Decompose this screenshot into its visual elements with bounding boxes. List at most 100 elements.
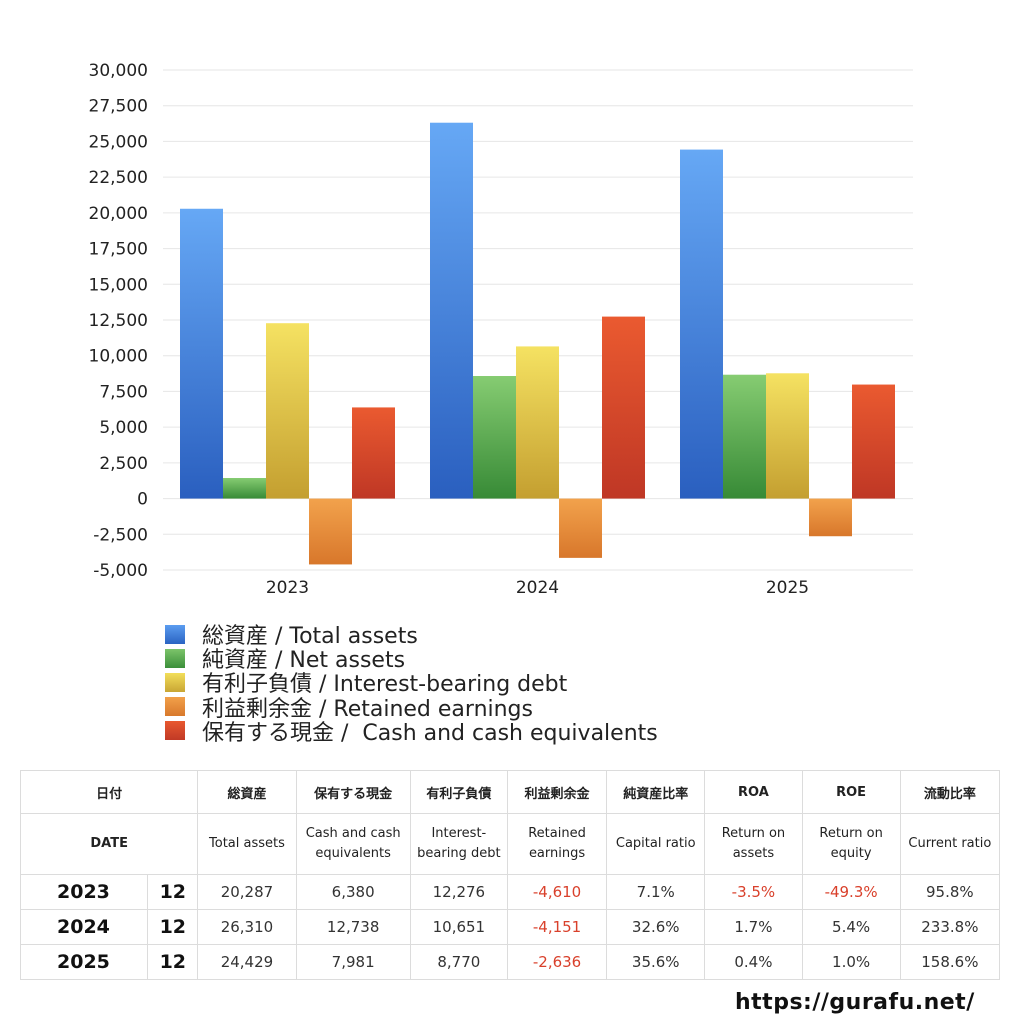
x-tick-label: 2023 bbox=[266, 578, 309, 598]
legend: 総資産 / Total assets 純資産 / Net assets 有利子負… bbox=[165, 622, 658, 746]
row-month: 12 bbox=[147, 874, 199, 910]
table-row: 2024 12 26,310 12,738 10,651 -4,151 32.6… bbox=[19, 909, 1001, 945]
header-roa-jp: ROA bbox=[704, 770, 803, 814]
header-debt-jp: 有利子負債 bbox=[409, 770, 508, 814]
x-axis: 2023 2024 2025 bbox=[266, 578, 809, 598]
legend-label: 純資産 / Net assets bbox=[202, 648, 406, 674]
cell-debt: 8,770 bbox=[409, 944, 508, 980]
y-tick-label: 30,000 bbox=[89, 61, 148, 81]
cell-cash: 6,380 bbox=[295, 874, 411, 910]
y-tick-label: -5,000 bbox=[93, 561, 148, 581]
cell-total-assets: 20,287 bbox=[197, 874, 297, 910]
header-capital-ratio-jp: 純資産比率 bbox=[606, 770, 706, 814]
cell-debt: 10,651 bbox=[409, 909, 508, 945]
y-tick-label: 17,500 bbox=[89, 240, 148, 260]
cell-cash: 7,981 bbox=[295, 944, 411, 980]
y-tick-label: 15,000 bbox=[89, 275, 148, 295]
legend-swatch bbox=[165, 697, 185, 717]
cell-roe: 1.0% bbox=[801, 944, 901, 980]
y-axis: 30,000 27,500 25,000 22,500 20,000 17,500 15,0… bbox=[89, 61, 148, 581]
cell-roa: -3.5% bbox=[704, 874, 803, 910]
header-date-jp: 日付 bbox=[19, 770, 199, 814]
y-tick-label: 25,000 bbox=[89, 132, 148, 152]
table-header-en: DATE Total assets Cash and cash equivale… bbox=[19, 813, 1001, 875]
bar bbox=[516, 346, 559, 499]
bar bbox=[352, 407, 395, 499]
header-date-en: DATE bbox=[19, 813, 199, 875]
legend-label: 保有する現金 / Cash and cash equivalents bbox=[202, 720, 658, 746]
bar bbox=[266, 323, 309, 499]
bar bbox=[766, 373, 809, 499]
bar-chart: 30,000 27,500 25,000 22,500 20,000 17,500 15,0… bbox=[89, 61, 913, 598]
y-tick-label: -2,500 bbox=[93, 525, 148, 545]
header-cash-jp: 保有する現金 bbox=[295, 770, 411, 814]
bar bbox=[309, 498, 352, 565]
legend-item-net-assets: 純資産 / Net assets bbox=[165, 646, 658, 673]
header-current-ratio-jp: 流動比率 bbox=[899, 770, 1001, 814]
bar bbox=[430, 122, 473, 499]
legend-swatch bbox=[165, 648, 185, 668]
y-tick-label: 27,500 bbox=[89, 97, 148, 117]
header-roa-en: Return on assets bbox=[704, 813, 803, 875]
x-tick-label: 2024 bbox=[516, 578, 559, 598]
cell-capital-ratio: 32.6% bbox=[606, 909, 706, 945]
row-year: 2024 bbox=[19, 909, 149, 945]
legend-item-retained-earnings: 利益剰余金 / Retained earnings bbox=[165, 695, 658, 722]
y-tick-label: 2,500 bbox=[99, 454, 148, 474]
header-debt-en: Interest-bearing debt bbox=[409, 813, 508, 875]
cell-roa: 1.7% bbox=[704, 909, 803, 945]
legend-item-interest-bearing-debt: 有利子負債 / Interest-bearing debt bbox=[165, 670, 658, 697]
cell-current-ratio: 233.8% bbox=[899, 909, 1001, 945]
y-tick-label: 0 bbox=[137, 490, 148, 510]
cell-roa: 0.4% bbox=[704, 944, 803, 980]
table-row: 2025 12 24,429 7,981 8,770 -2,636 35.6% … bbox=[19, 944, 1001, 980]
legend-item-cash: 保有する現金 / Cash and cash equivalents bbox=[165, 719, 658, 746]
y-tick-label: 22,500 bbox=[89, 168, 148, 188]
cell-retained: -4,151 bbox=[506, 909, 608, 945]
row-month: 12 bbox=[147, 909, 199, 945]
header-retained-en: Retained earnings bbox=[506, 813, 608, 875]
bars bbox=[180, 122, 895, 565]
bar bbox=[680, 149, 723, 499]
y-tick-label: 5,000 bbox=[99, 418, 148, 438]
y-tick-label: 10,000 bbox=[89, 347, 148, 367]
legend-swatch bbox=[165, 672, 185, 692]
financial-table: 日付 総資産 保有する現金 有利子負債 利益剰余金 純資産比率 ROA ROE … bbox=[19, 770, 1001, 980]
bar bbox=[473, 376, 516, 499]
cell-total-assets: 26,310 bbox=[197, 909, 297, 945]
table-row: 2023 12 20,287 6,380 12,276 -4,610 7.1% … bbox=[19, 874, 1001, 910]
cell-debt: 12,276 bbox=[409, 874, 508, 910]
header-total-assets-en: Total assets bbox=[197, 813, 297, 875]
header-current-ratio-en: Current ratio bbox=[899, 813, 1001, 875]
cell-roe: 5.4% bbox=[801, 909, 901, 945]
cell-capital-ratio: 35.6% bbox=[606, 944, 706, 980]
cell-current-ratio: 158.6% bbox=[899, 944, 1001, 980]
bar bbox=[723, 374, 766, 499]
header-retained-jp: 利益剰余金 bbox=[506, 770, 608, 814]
bar bbox=[852, 384, 895, 499]
row-year: 2025 bbox=[19, 944, 149, 980]
bar bbox=[602, 316, 645, 499]
bar bbox=[809, 498, 852, 537]
cell-retained: -4,610 bbox=[506, 874, 608, 910]
header-roe-en: Return on equity bbox=[801, 813, 901, 875]
y-tick-label: 7,500 bbox=[99, 382, 148, 402]
x-tick-label: 2025 bbox=[766, 578, 809, 598]
cell-total-assets: 24,429 bbox=[197, 944, 297, 980]
header-capital-ratio-en: Capital ratio bbox=[606, 813, 706, 875]
legend-label: 総資産 / Total assets bbox=[202, 624, 418, 650]
header-cash-en: Cash and cash equivalents bbox=[295, 813, 411, 875]
bar bbox=[223, 478, 266, 499]
legend-item-total-assets: 総資産 / Total assets bbox=[165, 622, 658, 649]
cell-cash: 12,738 bbox=[295, 909, 411, 945]
header-total-assets-jp: 総資産 bbox=[197, 770, 297, 814]
legend-swatch bbox=[165, 624, 185, 644]
cell-current-ratio: 95.8% bbox=[899, 874, 1001, 910]
y-tick-label: 12,500 bbox=[89, 311, 148, 331]
cell-retained: -2,636 bbox=[506, 944, 608, 980]
header-roe-jp: ROE bbox=[801, 770, 901, 814]
legend-label: 有利子負債 / Interest-bearing debt bbox=[202, 672, 568, 698]
source-url: https://gurafu.net/ bbox=[735, 990, 975, 1015]
bar bbox=[180, 208, 223, 499]
row-month: 12 bbox=[147, 944, 199, 980]
